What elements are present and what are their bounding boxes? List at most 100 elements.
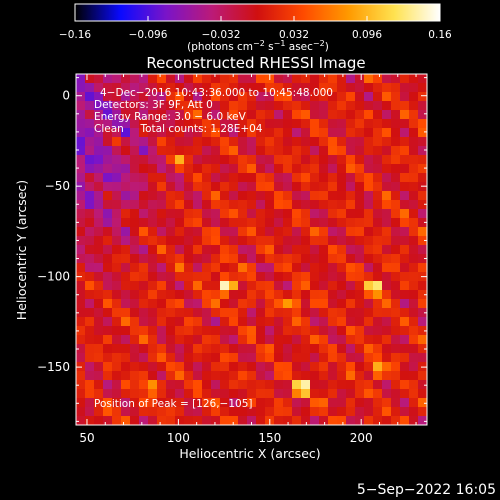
info-line-time: 4−Dec−2016 10:43:36.000 to 10:45:48.000: [100, 87, 333, 99]
heatmap-cell: [319, 74, 328, 83]
heatmap-cell: [139, 218, 148, 227]
heatmap-cell: [373, 128, 382, 137]
heatmap-cell: [211, 380, 220, 389]
heatmap-cell: [193, 245, 202, 254]
heatmap-cell: [355, 227, 364, 236]
heatmap-cell: [391, 74, 400, 83]
heatmap-cell: [193, 209, 202, 218]
heatmap-cell: [157, 146, 166, 155]
heatmap-cell: [301, 326, 310, 335]
heatmap-cell: [310, 119, 319, 128]
heatmap-cell: [346, 164, 355, 173]
heatmap-cell: [355, 191, 364, 200]
heatmap-cell: [166, 209, 175, 218]
heatmap-cell: [184, 191, 193, 200]
heatmap-cell: [76, 389, 85, 398]
heatmap-cell: [247, 191, 256, 200]
heatmap-cell: [346, 146, 355, 155]
heatmap-cell: [256, 308, 265, 317]
heatmap-cell: [310, 182, 319, 191]
heatmap-cell: [166, 227, 175, 236]
heatmap-cell: [292, 173, 301, 182]
heatmap-cell: [103, 182, 112, 191]
heatmap-cell: [148, 191, 157, 200]
heatmap-cell: [283, 398, 292, 407]
heatmap-cell: [76, 407, 85, 416]
heatmap-cell: [175, 290, 184, 299]
heatmap-cell: [238, 371, 247, 380]
heatmap-cell: [94, 272, 103, 281]
heatmap-cell: [76, 254, 85, 263]
heatmap-cell: [364, 272, 373, 281]
heatmap-cell: [85, 371, 94, 380]
heatmap-cell: [355, 83, 364, 92]
heatmap-cell: [337, 398, 346, 407]
heatmap-cell: [310, 272, 319, 281]
heatmap-cell: [211, 236, 220, 245]
heatmap-cell: [337, 353, 346, 362]
heatmap-cell: [175, 254, 184, 263]
heatmap-cell: [283, 119, 292, 128]
heatmap-cell: [319, 236, 328, 245]
heatmap-cell: [103, 263, 112, 272]
heatmap-cell: [418, 362, 427, 371]
heatmap-cell: [247, 398, 256, 407]
heatmap-cell: [157, 92, 166, 101]
heatmap-cell: [112, 119, 121, 128]
heatmap-cell: [184, 173, 193, 182]
heatmap-cell: [94, 218, 103, 227]
heatmap-cell: [310, 101, 319, 110]
heatmap-cell: [409, 398, 418, 407]
heatmap-cell: [76, 83, 85, 92]
heatmap-cell: [382, 380, 391, 389]
heatmap-cell: [103, 236, 112, 245]
heatmap-cell: [166, 119, 175, 128]
heatmap-cell: [76, 92, 85, 101]
heatmap-cell: [373, 119, 382, 128]
heatmap-cell: [400, 317, 409, 326]
heatmap-cell: [364, 380, 373, 389]
heatmap-cell: [301, 227, 310, 236]
heatmap-cell: [103, 281, 112, 290]
heatmap-cell: [328, 137, 337, 146]
heatmap-cell: [400, 119, 409, 128]
heatmap-cell: [166, 200, 175, 209]
heatmap-cell: [238, 218, 247, 227]
heatmap-cell: [310, 200, 319, 209]
heatmap-cell: [346, 398, 355, 407]
heatmap-cell: [148, 83, 157, 92]
heatmap-cell: [391, 290, 400, 299]
heatmap-cell: [166, 299, 175, 308]
heatmap-cell: [364, 200, 373, 209]
heatmap-cell: [364, 92, 373, 101]
heatmap-cell: [400, 209, 409, 218]
heatmap-cell: [94, 398, 103, 407]
heatmap-cell: [85, 362, 94, 371]
heatmap-cell: [238, 236, 247, 245]
heatmap-cell: [310, 254, 319, 263]
heatmap-cell: [175, 182, 184, 191]
heatmap-cell: [85, 245, 94, 254]
heatmap-cell: [265, 263, 274, 272]
heatmap-cell: [103, 389, 112, 398]
heatmap-cell: [373, 344, 382, 353]
heatmap-cell: [202, 380, 211, 389]
heatmap-cell: [112, 101, 121, 110]
heatmap-cell: [184, 119, 193, 128]
heatmap-cell: [256, 173, 265, 182]
heatmap-cell: [346, 353, 355, 362]
heatmap-cell: [274, 389, 283, 398]
heatmap-cell: [247, 335, 256, 344]
heatmap-cell: [193, 308, 202, 317]
heatmap-cell: [130, 263, 139, 272]
heatmap-cell: [139, 308, 148, 317]
heatmap-cell: [391, 308, 400, 317]
heatmap-cell: [175, 389, 184, 398]
heatmap-cell: [337, 317, 346, 326]
heatmap-cell: [283, 407, 292, 416]
heatmap-cell: [382, 200, 391, 209]
colorbar-tick-label: 0.16: [428, 29, 452, 41]
heatmap-cell: [103, 164, 112, 173]
heatmap-cell: [193, 200, 202, 209]
heatmap-cell: [157, 245, 166, 254]
